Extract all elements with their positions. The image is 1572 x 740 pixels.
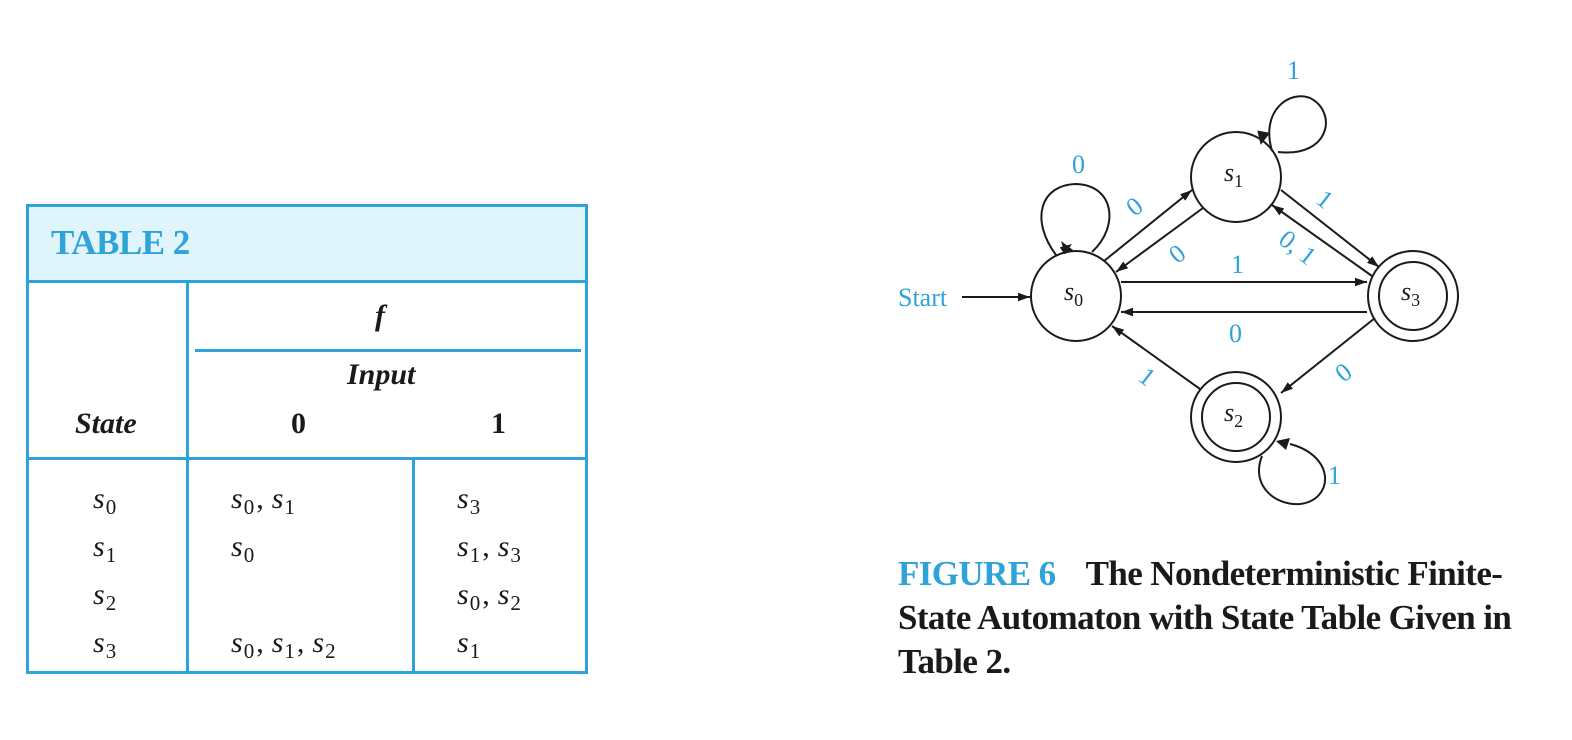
table-divider-state [186, 280, 189, 674]
input-label: Input [347, 358, 416, 391]
edge-s0-s1 [1103, 189, 1193, 262]
edge-label-s1-s0: 0 [1163, 238, 1191, 269]
table-cell-input-0: s0, s1 [231, 482, 295, 519]
loop-s0-arrowhead [1061, 241, 1073, 254]
state-s0-circle [1030, 250, 1122, 342]
edge-label-s2-s2: 1 [1328, 461, 1341, 490]
table-header: TABLE 2 [29, 207, 585, 283]
edge-label-s3-s0: 0 [1229, 319, 1242, 348]
state-s2-subscript: 2 [1234, 411, 1243, 431]
state-table: TABLE 2 f Input State 0 1 s0 s1 s2 s3 s0, s1… [26, 204, 588, 674]
edge-s2-s0 [1111, 325, 1201, 390]
figure-caption-text: The Nondeterministic Finite-State Automa… [898, 554, 1512, 681]
state-s3-subscript: 3 [1411, 290, 1420, 310]
input-0-label: 0 [291, 407, 306, 440]
state-s1-label: s1 [1224, 158, 1243, 191]
table-cell-state: s2 [93, 578, 117, 615]
table-cell-state: s1 [93, 530, 117, 567]
loop-s2 [1258, 443, 1326, 506]
edge-label-s0-s3: 1 [1231, 250, 1244, 279]
edge-label-s3-s1: 0, 1 [1273, 224, 1322, 271]
edge-s1-s0 [1115, 207, 1204, 273]
state-s1-circle [1190, 131, 1282, 223]
edge-label-s1-s1: 1 [1287, 56, 1300, 85]
state-s2-circle-outer [1190, 371, 1282, 463]
fsa-diagram: s0 s1 s2 s3 Start 0 1 0 0 1 0, 1 1 0 0 1… [898, 56, 1459, 506]
table-cell-state: s3 [93, 626, 117, 663]
table-cell-input-1: s0, s2 [457, 578, 521, 615]
loop-s1 [1268, 95, 1327, 154]
table-cell-input-1: s1 [457, 626, 481, 663]
start-label: Start [898, 283, 948, 312]
loop-s0 [1040, 182, 1111, 256]
table-cell-input-1: s3 [457, 482, 481, 519]
edge-s3-s1 [1271, 204, 1373, 277]
state-label: State [75, 407, 137, 440]
state-s0-subscript: 0 [1074, 290, 1083, 310]
figure-label: FIGURE 6 [898, 554, 1056, 593]
input-1-label: 1 [491, 407, 506, 440]
edge-label-s0-s0: 0 [1072, 150, 1085, 179]
state-s2-symbol: s [1224, 398, 1234, 427]
edge-s3-s2 [1280, 317, 1376, 394]
state-s3-circle-outer [1367, 250, 1459, 342]
table-divider-function [195, 349, 581, 352]
state-s0-symbol: s [1064, 277, 1074, 306]
edge-label-s0-s1: 0 [1120, 191, 1148, 222]
state-s2-label: s2 [1224, 398, 1243, 431]
loop-s2-arrowhead [1276, 438, 1290, 450]
edge-label-s3-s2: 0 [1329, 357, 1357, 388]
table-divider-input [412, 457, 415, 674]
state-s3-label: s3 [1401, 277, 1420, 310]
state-s2-circle-inner [1201, 382, 1271, 452]
state-s0-label: s0 [1064, 277, 1083, 310]
function-label: f [375, 299, 385, 332]
table-cell-input-1: s1, s3 [457, 530, 521, 567]
edge-s1-s3 [1280, 189, 1380, 268]
table-cell-input-0: s0, s1, s2 [231, 626, 336, 663]
edge-label-s2-s0: 1 [1133, 361, 1161, 392]
state-s3-circle-inner [1378, 261, 1448, 331]
figure-caption: FIGURE 6 The Nondeterministic Finite-Stat… [898, 552, 1518, 684]
state-s1-subscript: 1 [1234, 171, 1243, 191]
loop-s1-arrowhead [1257, 130, 1271, 145]
table-cell-state: s0 [93, 482, 117, 519]
edge-label-s1-s3: 1 [1311, 184, 1339, 215]
state-s1-symbol: s [1224, 158, 1234, 187]
table-divider-header [29, 457, 585, 460]
table-caption: TABLE 2 [51, 223, 190, 262]
state-s3-symbol: s [1401, 277, 1411, 306]
table-cell-input-0: s0 [231, 530, 255, 567]
